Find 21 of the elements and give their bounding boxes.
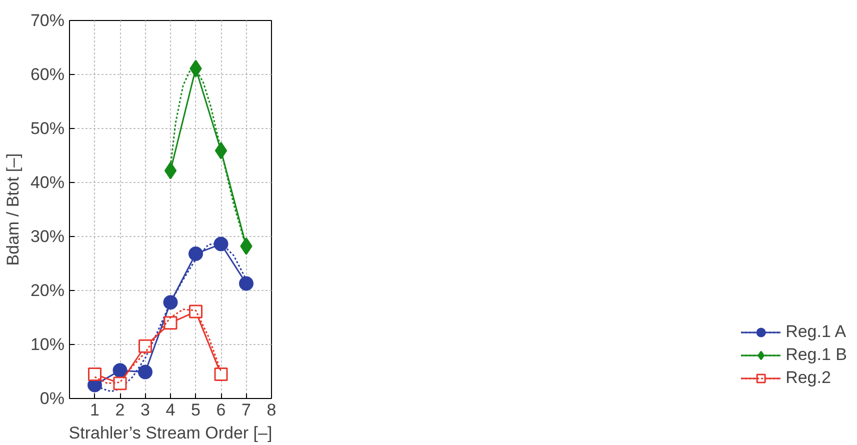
y-tick-label: 0% xyxy=(40,389,65,408)
legend-label: Reg.2 xyxy=(786,368,831,388)
y-tick-label: 20% xyxy=(30,281,65,300)
legend-label: Reg.1 A xyxy=(786,322,846,342)
x-tick-label: 7 xyxy=(242,400,251,420)
y-tick-label: 30% xyxy=(30,227,65,246)
x-tick-label: 5 xyxy=(191,400,200,420)
x-tick-label: 6 xyxy=(216,400,226,420)
y-tick-label: 60% xyxy=(30,65,65,84)
y-tick-label: 50% xyxy=(30,119,65,138)
x-tick-label: 3 xyxy=(140,400,150,420)
x-tick-label: 4 xyxy=(166,400,176,420)
y-tick-label: 10% xyxy=(30,335,65,354)
y-tick-label: 70% xyxy=(30,11,65,30)
y-tick-label: 40% xyxy=(30,173,65,192)
x-axis-title: Strahler’s Stream Order [–] xyxy=(68,424,272,442)
x-tick-label: 1 xyxy=(90,400,100,420)
x-tick-label: 8 xyxy=(266,400,276,420)
x-tick-label: 2 xyxy=(115,400,125,420)
legend-label: Reg.1 B xyxy=(786,345,847,365)
y-axis-title: Bdam / Btot [–] xyxy=(3,153,22,266)
